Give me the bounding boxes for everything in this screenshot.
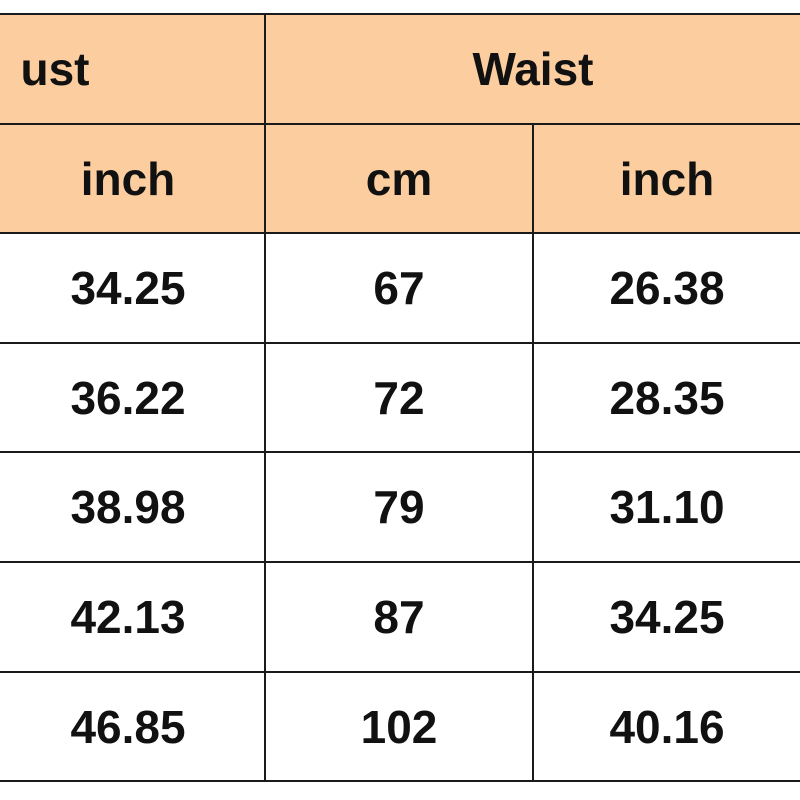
rule <box>0 342 800 344</box>
rule <box>0 561 800 563</box>
size-value: 28.35 <box>609 371 725 424</box>
size-value: 36.22 <box>70 371 186 424</box>
size-value: 26.38 <box>609 261 725 314</box>
size-value: 67 <box>373 261 425 314</box>
size-value: 87 <box>373 590 425 643</box>
size-value: 72 <box>373 371 425 424</box>
rule <box>0 451 800 453</box>
unit-header: cm <box>365 152 433 205</box>
rule <box>264 14 266 782</box>
rule <box>0 671 800 673</box>
size-value: 40.16 <box>609 700 725 753</box>
size-value: 102 <box>360 700 438 753</box>
rule <box>0 780 800 782</box>
size-value: 34.25 <box>70 261 186 314</box>
size-value: 46.85 <box>70 700 186 753</box>
rule <box>0 123 800 125</box>
unit-header: inch <box>619 152 715 205</box>
group-header: Waist <box>472 43 594 95</box>
size-value: 79 <box>373 480 425 533</box>
group-header: ust <box>20 43 90 95</box>
rule <box>0 232 800 234</box>
size-value: 31.10 <box>609 480 725 533</box>
rule <box>532 124 534 782</box>
unit-header: inch <box>80 152 176 205</box>
size-value: 38.98 <box>70 480 186 533</box>
size-value: 42.13 <box>70 590 186 643</box>
rule <box>0 13 800 15</box>
size-value: 34.25 <box>609 590 725 643</box>
